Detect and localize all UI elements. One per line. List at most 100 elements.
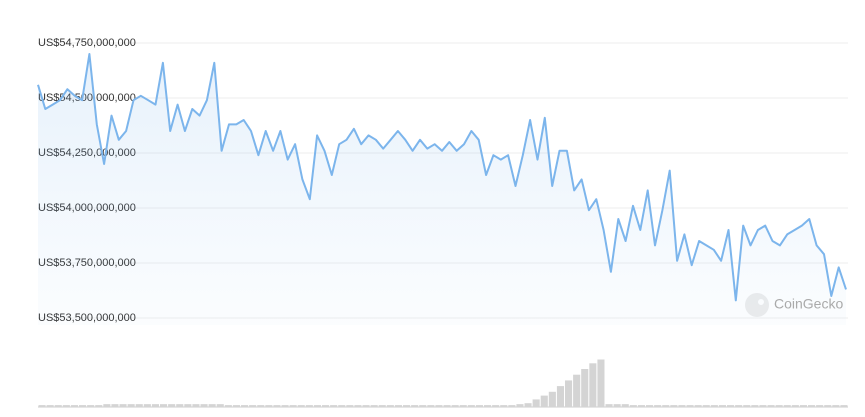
volume-bar	[394, 405, 402, 407]
volume-bar	[62, 405, 70, 407]
volume-bar	[386, 405, 394, 407]
volume-bar	[313, 405, 321, 407]
volume-bar	[532, 399, 540, 407]
volume-bar	[727, 405, 735, 407]
volume-bar	[435, 405, 443, 407]
volume-bar	[305, 405, 313, 407]
volume-bar	[637, 405, 645, 407]
volume-bar	[95, 405, 103, 407]
volume-bar	[427, 405, 435, 407]
volume-bar	[354, 405, 362, 407]
volume-bar	[297, 405, 305, 407]
volume-bar	[135, 404, 143, 407]
volume-bar	[184, 404, 192, 407]
volume-bar	[799, 405, 807, 407]
volume-bar	[735, 405, 743, 407]
volume-bar	[751, 405, 759, 407]
volume-bar	[281, 405, 289, 407]
line	[37, 53, 847, 302]
volume-bar	[743, 405, 751, 407]
volume-bar	[224, 405, 232, 407]
volume-bar	[403, 405, 411, 407]
volume-bar	[443, 405, 451, 407]
volume-bar	[613, 404, 621, 407]
volume-bar	[419, 405, 427, 407]
volume-bar	[824, 405, 832, 407]
volume-bar	[500, 405, 508, 407]
volume-bar	[54, 405, 62, 407]
volume-bar	[508, 405, 516, 407]
volume-bar	[816, 405, 824, 407]
volume-bar	[710, 405, 718, 407]
volume-bar	[362, 405, 370, 407]
volume-bar	[556, 386, 564, 407]
y-tick-label: US$54,750,000,000	[38, 37, 136, 49]
volume-bar	[160, 404, 168, 407]
volume-bar	[467, 405, 475, 407]
volume-bar	[79, 405, 87, 407]
volume-bar	[103, 404, 111, 407]
watermark-text: CoinGecko	[774, 296, 843, 312]
volume-bar	[459, 405, 467, 407]
volume-bar	[791, 405, 799, 407]
volume-bar	[322, 405, 330, 407]
volume-bar	[111, 404, 119, 407]
volume-bar	[670, 405, 678, 407]
volume-bar	[808, 405, 816, 407]
volume-bar	[119, 404, 127, 407]
volume-bar	[168, 404, 176, 407]
volume-bar	[767, 405, 775, 407]
volume-bar	[338, 405, 346, 407]
volume-bar	[783, 405, 791, 407]
volume-bar	[573, 374, 581, 407]
volume-bar	[646, 405, 654, 407]
volume-bar	[484, 405, 492, 407]
volume-bar	[475, 405, 483, 407]
volume-bar	[840, 405, 848, 407]
volume-bar	[46, 405, 54, 407]
volume-bar	[775, 405, 783, 407]
volume-bar	[832, 405, 840, 407]
volume-bar	[581, 369, 589, 407]
volume-bar	[176, 404, 184, 407]
volume-bar	[232, 405, 240, 407]
volume-bar	[548, 391, 556, 407]
volume-bar	[694, 405, 702, 407]
volume-bar	[540, 395, 548, 407]
volume-bar	[654, 405, 662, 407]
volume-bar	[678, 405, 686, 407]
volume-bar	[38, 405, 46, 407]
volume-bar	[346, 405, 354, 407]
volume-bar	[87, 405, 95, 407]
volume-bar	[565, 380, 573, 407]
volume-bar	[629, 405, 637, 407]
volume-bar	[718, 405, 726, 407]
volume-bar	[265, 405, 273, 407]
volume-bar	[151, 404, 159, 407]
volume-bar	[662, 405, 670, 407]
volume-bar	[127, 404, 135, 407]
volume-bar	[370, 405, 378, 407]
volume-bar	[451, 405, 459, 407]
volume-bar	[200, 404, 208, 407]
volume-bar	[759, 405, 767, 407]
volume-bar	[524, 403, 532, 407]
volume-bar	[143, 404, 151, 407]
volume-bar	[289, 405, 297, 407]
volume-bar	[330, 405, 338, 407]
volume-bar	[273, 405, 281, 407]
volume-bar	[621, 404, 629, 407]
volume-bar	[597, 359, 605, 407]
volume-bar	[686, 405, 694, 407]
volume-bar	[378, 405, 386, 407]
volume-bar	[208, 404, 216, 407]
volume-bar	[516, 404, 524, 407]
volume-bar	[241, 405, 249, 407]
volume-bar	[249, 405, 257, 407]
volume-bar	[257, 405, 265, 407]
volume-bar	[702, 405, 710, 407]
volume-bar	[70, 405, 78, 407]
volume-bar	[492, 405, 500, 407]
